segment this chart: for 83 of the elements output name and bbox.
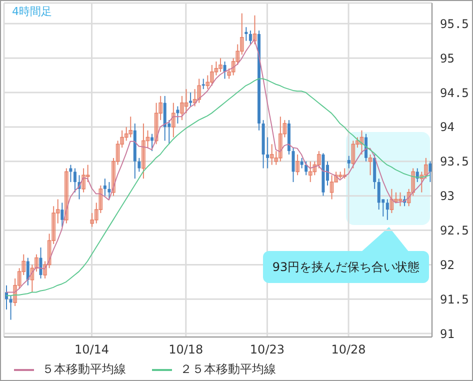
candlestick — [64, 168, 68, 224]
candlestick — [120, 130, 124, 148]
candlestick — [274, 150, 278, 166]
candlestick — [146, 130, 150, 148]
candlestick — [60, 202, 64, 228]
candlestick — [189, 92, 192, 107]
candlestick — [128, 116, 133, 138]
y-tick-label: 91.5 — [440, 292, 469, 306]
candlestick — [34, 254, 38, 272]
candlestick — [94, 202, 98, 224]
candlestick — [292, 147, 295, 183]
candlestick — [424, 157, 428, 180]
candlestick — [52, 206, 56, 245]
candlestick — [244, 26, 248, 42]
candlestick — [176, 106, 180, 124]
candlestick — [116, 140, 120, 166]
x-tick-label: 10/14 — [74, 342, 110, 357]
candlestick — [210, 64, 214, 86]
x-tick-label: 10/18 — [168, 342, 204, 357]
candlestick — [26, 257, 30, 286]
y-tick-label: 93.5 — [440, 154, 469, 169]
y-tick-label: 94.5 — [440, 86, 469, 100]
y-tick-label: 95.5 — [440, 16, 469, 31]
candlestick — [56, 198, 60, 224]
y-tick-label: 92.5 — [440, 224, 469, 238]
legend-label: ５本移動平均線 — [42, 361, 126, 378]
candlestick — [214, 61, 218, 76]
candlestick — [158, 95, 162, 121]
y-tick-label: 94 — [440, 120, 454, 134]
candlestick — [266, 136, 270, 169]
annotation: 93円を挟んだ保ち合い状態 — [272, 258, 420, 276]
candlestick — [108, 182, 111, 200]
candlestick — [411, 168, 415, 196]
y-tick-label: 95 — [440, 51, 454, 66]
candlestick — [86, 164, 90, 183]
candlestick — [351, 140, 356, 169]
candlestick — [317, 150, 321, 169]
candlestick — [142, 123, 146, 180]
candlestick — [270, 144, 274, 166]
candlestick — [124, 126, 128, 142]
candlestick — [398, 192, 402, 207]
candlestick — [90, 212, 94, 228]
candlestick — [138, 157, 141, 172]
candlestick — [17, 268, 22, 290]
candlestick — [197, 78, 201, 104]
candlestick — [248, 30, 252, 45]
candlestick — [308, 160, 312, 183]
chart-title: 4時間足 — [12, 4, 52, 19]
candlestick — [356, 136, 360, 148]
candlestick — [184, 88, 188, 114]
y-tick-label: 92 — [440, 258, 454, 272]
candlestick — [103, 178, 106, 196]
candlestick — [180, 95, 184, 121]
candlestick — [240, 12, 244, 56]
candlestick — [13, 278, 17, 307]
y-tick-label: 91 — [440, 326, 454, 341]
candlestick — [82, 168, 86, 193]
candlestick — [73, 168, 76, 193]
x-tick-label: 10/28 — [331, 342, 366, 357]
candlestick — [9, 295, 12, 320]
candlestick — [236, 44, 240, 66]
candlestick — [218, 58, 222, 72]
legend-label: ２５本移動平均線 — [180, 361, 276, 378]
candlestick — [22, 254, 26, 276]
y-tick-label: 93 — [440, 189, 454, 204]
candlestick — [282, 120, 287, 138]
candlestick — [39, 246, 42, 279]
candlestick — [112, 157, 116, 196]
candlestick — [206, 74, 210, 90]
candlestick — [338, 171, 342, 180]
candlestick — [428, 160, 432, 183]
candlestick — [330, 174, 334, 200]
candlestick — [386, 198, 389, 220]
candlestick — [296, 154, 300, 176]
candlestick — [394, 192, 398, 204]
candlestick — [227, 68, 231, 80]
candlestick — [172, 102, 176, 138]
candlestick — [300, 157, 304, 169]
x-tick-label: 10/23 — [250, 342, 285, 357]
candlestick — [377, 178, 380, 210]
candlestick — [368, 154, 372, 176]
candlestick — [278, 116, 282, 162]
candlestick — [347, 155, 350, 169]
